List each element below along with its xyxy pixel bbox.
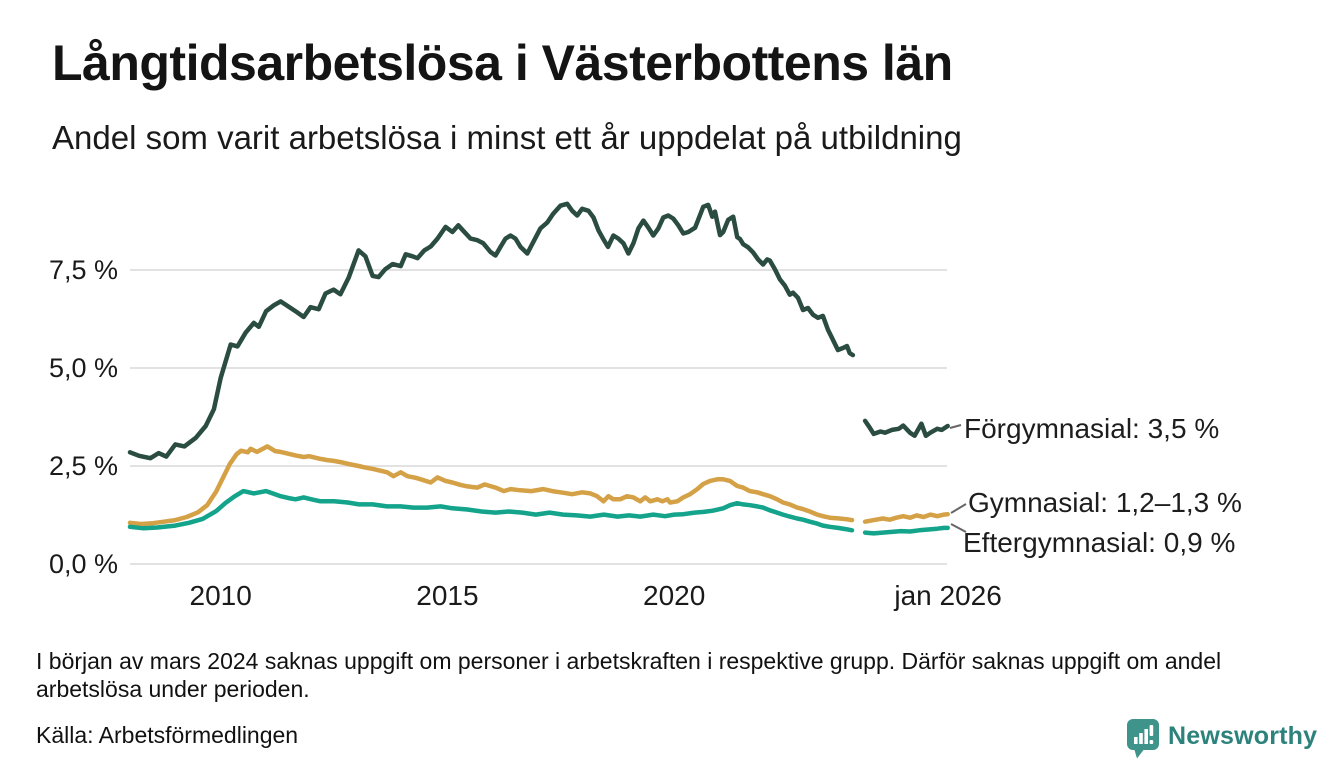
- series-line-eftergymnasial: [127, 488, 855, 533]
- y-axis-tick-3: 0,0 %: [48, 549, 118, 579]
- series-line-forgymnasial: [862, 418, 950, 439]
- newsworthy-wordmark: Newsworthy: [1168, 722, 1318, 750]
- label-connector-line: [950, 503, 967, 514]
- series-line-gymnasial: [127, 444, 855, 527]
- y-axis-tick-0: 7,5 %: [48, 255, 118, 285]
- chart-subtitle: Andel som varit arbetslösa i minst ett å…: [52, 119, 962, 156]
- y-axis-tick-1: 5,0 %: [48, 353, 118, 383]
- x-axis-tick-3: jan 2026: [894, 580, 1002, 611]
- series-label-gymnasial: Gymnasial: 1,2–1,3 %: [968, 487, 1242, 518]
- source-credit: Källa: Arbetsförmedlingen: [36, 722, 299, 748]
- label-connector-line: [950, 523, 967, 533]
- x-axis-tick-0: 2010: [189, 580, 252, 611]
- x-axis-tick-1: 2015: [416, 580, 479, 611]
- chart-footnote: I början av mars 2024 saknas uppgift om …: [36, 648, 1222, 702]
- series-label-forgymnasial: Förgymnasial: 3,5 %: [964, 413, 1220, 444]
- series-line-gymnasial: [862, 511, 950, 524]
- page-title: Långtidsarbetslösa i Västerbottens län: [52, 35, 953, 91]
- label-connector-line: [949, 424, 962, 429]
- y-axis-tick-2: 2,5 %: [48, 451, 118, 481]
- x-axis-tick-2: 2020: [643, 580, 706, 611]
- series-label-eftergymnasial: Eftergymnasial: 0,9 %: [963, 527, 1236, 558]
- newsworthy-logo[interactable]: Newsworthy: [1126, 718, 1317, 759]
- series-line-eftergymnasial: [862, 525, 950, 536]
- series-line-forgymnasial: [127, 201, 856, 461]
- bar-chart-speech-bubble-icon: [1127, 719, 1159, 759]
